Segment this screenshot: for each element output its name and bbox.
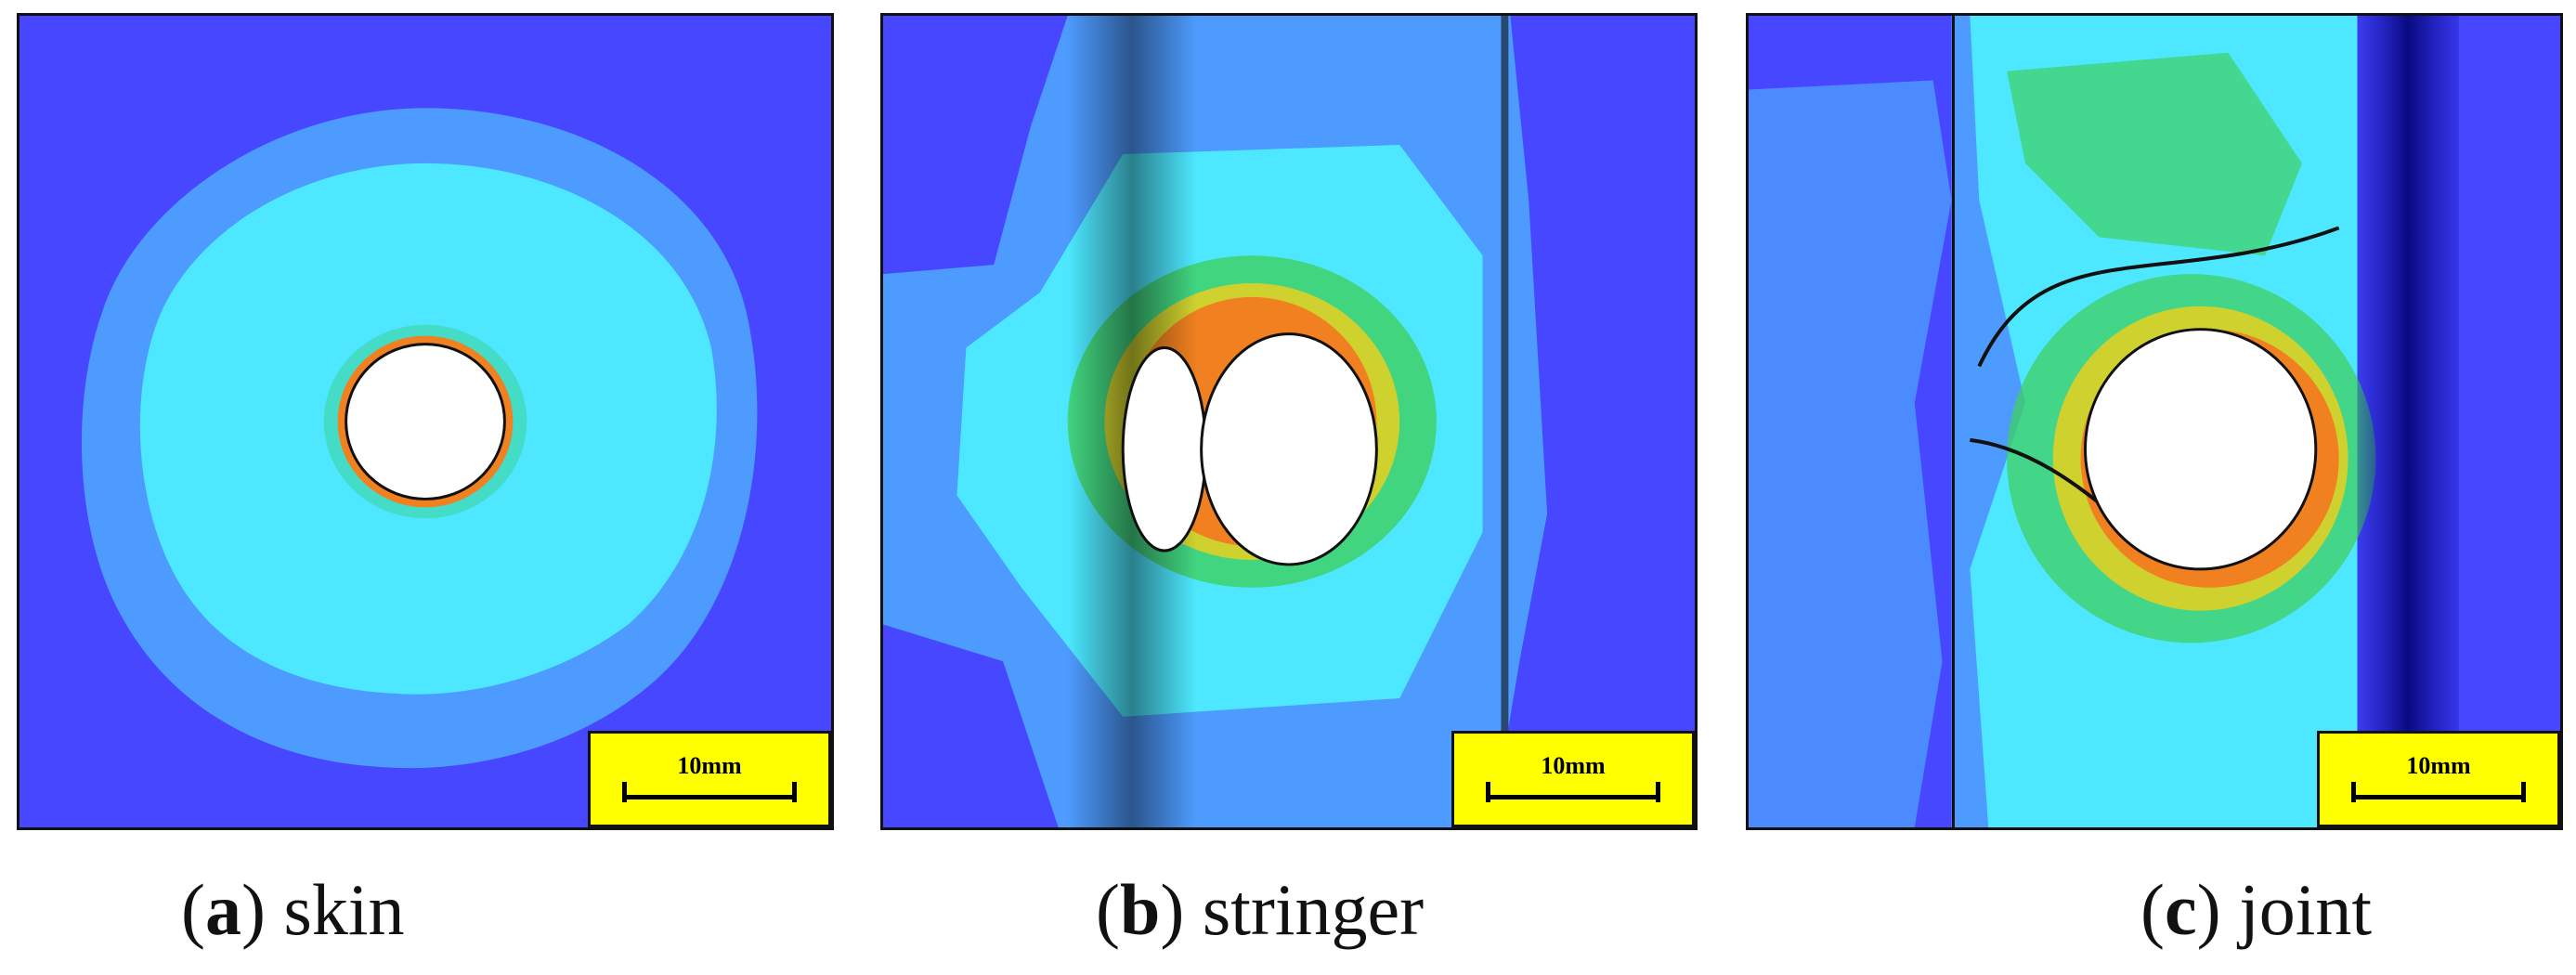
scale-bar: 10mm bbox=[2317, 731, 2560, 827]
joint-dark-band bbox=[2357, 16, 2459, 827]
scale-bar: 10mm bbox=[588, 731, 831, 827]
scale-bar-label: 10mm bbox=[2406, 752, 2471, 779]
caption-joint: (c) joint bbox=[2140, 869, 2373, 950]
panel-skin: 10mm bbox=[17, 13, 834, 830]
panel-joint: 10mm bbox=[1746, 13, 2563, 830]
hole bbox=[345, 343, 506, 500]
caption-skin: (a) skin bbox=[181, 869, 405, 950]
hole bbox=[2084, 328, 2318, 571]
skin-damage-contour bbox=[20, 16, 831, 827]
panel-stringer: 10mm bbox=[880, 13, 1698, 830]
joint-damage-contour bbox=[1749, 16, 2560, 827]
caption-stringer: (b) stringer bbox=[1096, 869, 1425, 950]
stringer-damage-contour bbox=[883, 16, 1695, 827]
hole bbox=[1200, 332, 1378, 566]
scale-bar: 10mm bbox=[1451, 731, 1695, 827]
scale-bar-label: 10mm bbox=[677, 752, 742, 779]
scale-bar-label: 10mm bbox=[1541, 752, 1606, 779]
